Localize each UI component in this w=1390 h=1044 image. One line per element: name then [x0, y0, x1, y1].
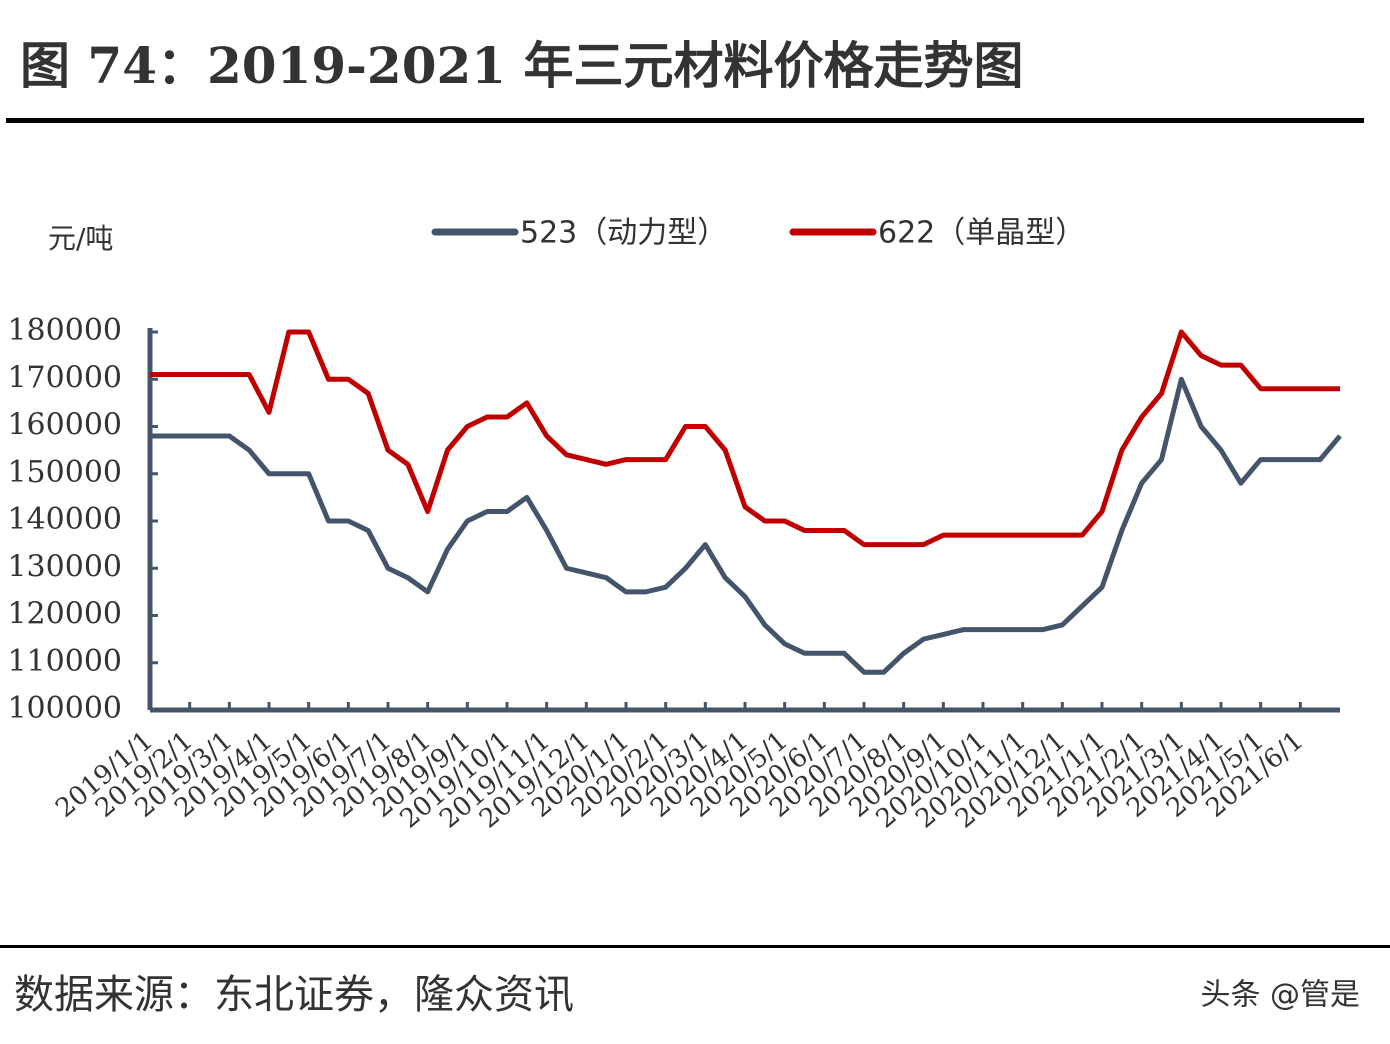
- source-note: 数据来源：东北证券，隆众资讯: [14, 972, 574, 1018]
- y-tick-label: 130000: [7, 549, 122, 584]
- series-line: [150, 376, 1342, 675]
- y-tick-label: 170000: [7, 360, 122, 395]
- source-rule: [0, 945, 1390, 948]
- y-tick-label: 100000: [7, 691, 122, 726]
- chart-title: 图 74：2019-2021 年三元材料价格走势图: [20, 36, 1023, 95]
- y-tick-label: 180000: [7, 313, 122, 348]
- series-line: [150, 329, 1340, 548]
- y-tick-label: 140000: [7, 502, 122, 537]
- y-tick-label: 110000: [7, 644, 122, 679]
- title-rule: [6, 118, 1364, 123]
- legend-label: 622（单晶型）: [878, 216, 1085, 251]
- legend-label: 523（动力型）: [520, 216, 727, 251]
- y-axis-label: 元/吨: [48, 222, 113, 255]
- y-tick-label: 120000: [7, 597, 122, 632]
- y-tick-label: 150000: [7, 455, 122, 490]
- watermark: 头条 @管是: [1200, 978, 1360, 1013]
- y-tick-label: 160000: [7, 408, 122, 443]
